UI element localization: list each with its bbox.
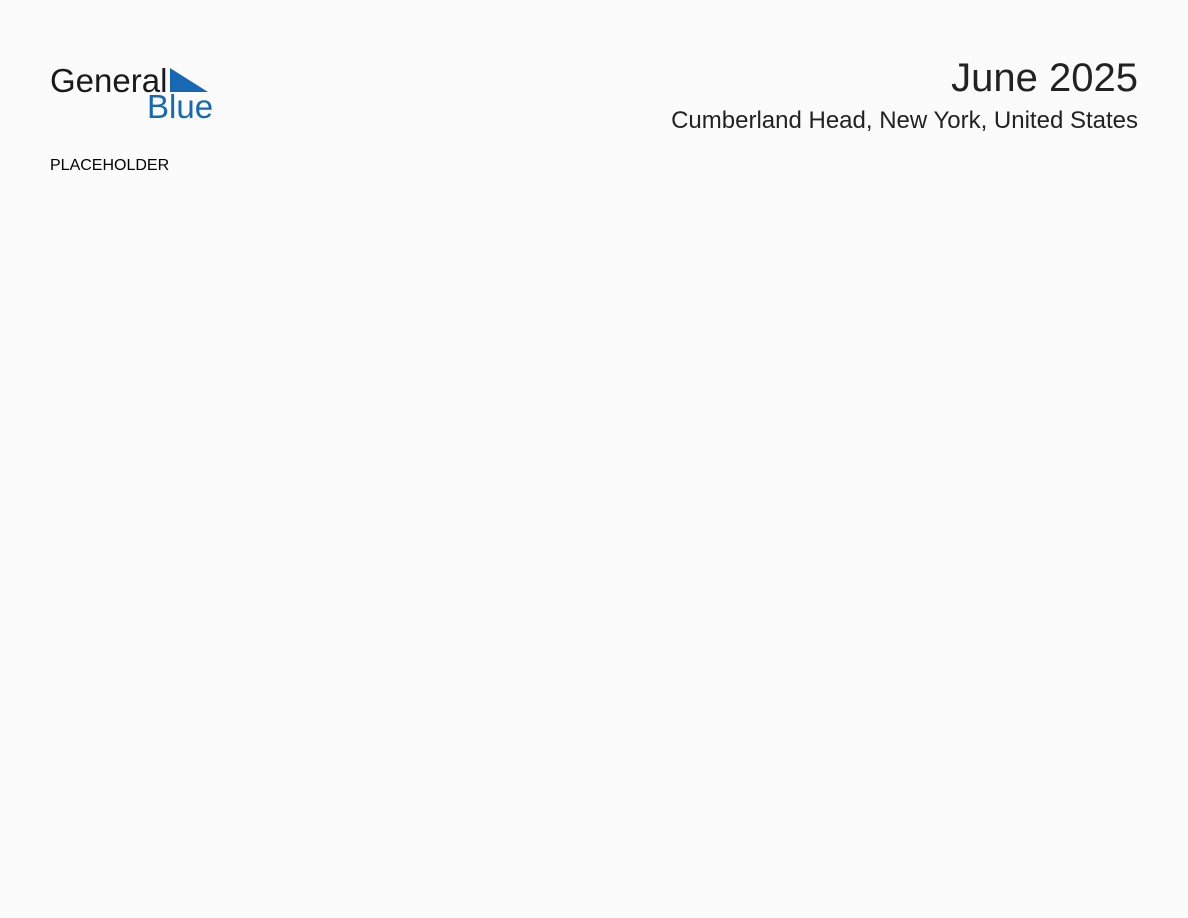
svg-text:Blue: Blue (147, 88, 213, 125)
